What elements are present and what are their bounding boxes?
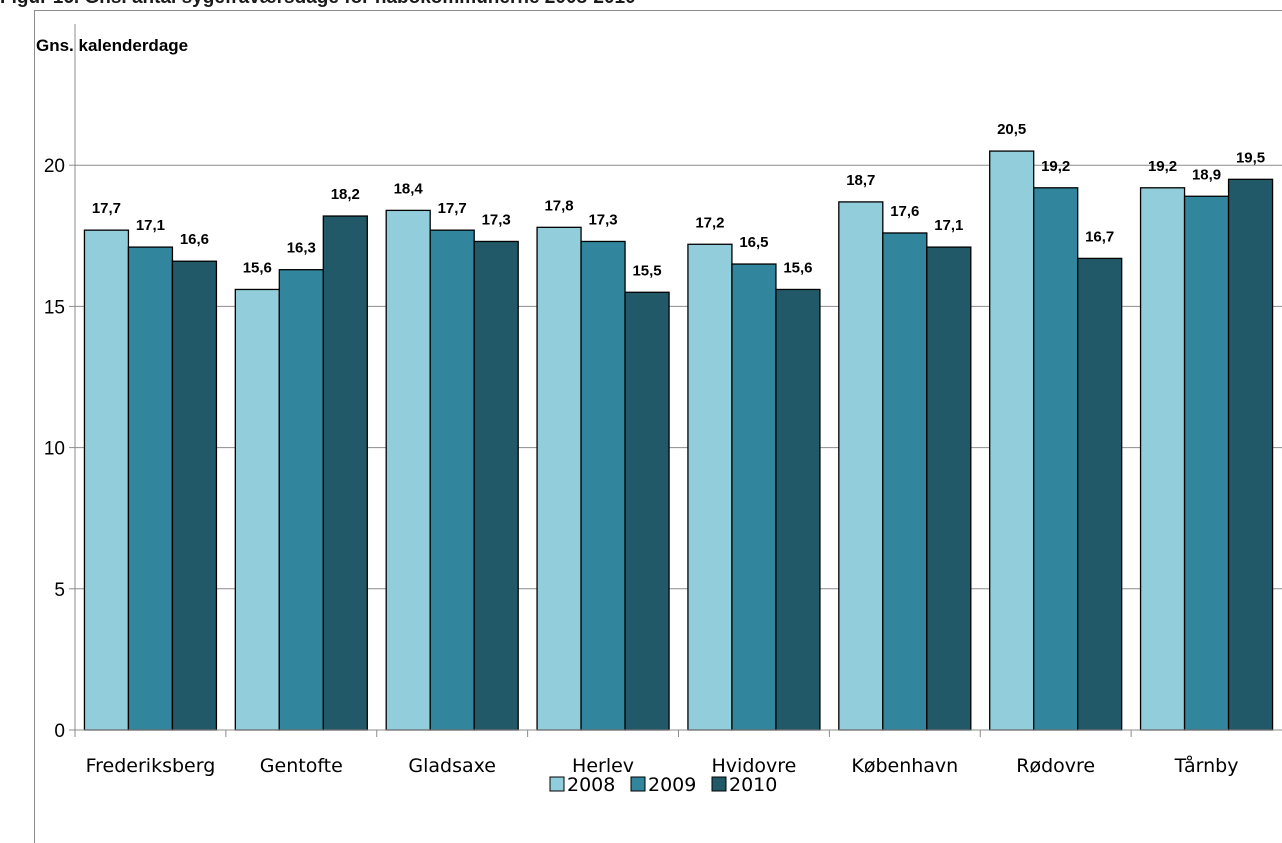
bar-2009-2 <box>429 229 475 731</box>
data-label: 17,2 <box>695 214 724 231</box>
bar-2009-0 <box>127 246 174 731</box>
bar-2008-0 <box>83 229 130 731</box>
y-tick-label: 5 <box>54 580 65 601</box>
x-tick-label: Gladsaxe <box>408 755 496 777</box>
bar-2009-3 <box>580 240 626 731</box>
data-label: 17,8 <box>544 197 573 214</box>
data-label: 17,7 <box>438 200 467 217</box>
bar-2010-6 <box>1077 257 1123 731</box>
legend-label-2009: 2009 <box>648 774 696 796</box>
x-tick-labels: Frederiksberg Gentofte Gladsaxe Herlev Hvido… <box>86 754 1239 777</box>
y-tick-label: 20 <box>44 156 65 177</box>
legend-swatch-2009 <box>630 776 646 792</box>
data-label: 19,5 <box>1236 149 1265 166</box>
x-tick-label: Tårnby <box>1174 754 1239 777</box>
data-label: 15,5 <box>632 262 661 279</box>
data-label: 17,7 <box>92 200 121 217</box>
x-tick-label: Hvidovre <box>712 755 797 777</box>
data-label: 15,6 <box>243 259 272 276</box>
bar-2008-4 <box>687 243 733 731</box>
legend-label-2008: 2008 <box>567 774 615 796</box>
bar-2008-5 <box>838 201 884 731</box>
bar-2010-1 <box>322 215 368 731</box>
bar-2008-7 <box>1139 187 1186 731</box>
data-label: 19,2 <box>1148 158 1177 175</box>
data-label: 19,2 <box>1041 158 1070 175</box>
y-tick-label: 0 <box>54 721 65 742</box>
chart-frame-top-border <box>34 10 1282 11</box>
bar-2010-4 <box>775 288 821 731</box>
legend-label-2010: 2010 <box>729 774 777 796</box>
chart-frame-left-border <box>34 10 35 843</box>
data-label: 18,2 <box>331 186 360 203</box>
axes-group <box>74 24 1282 737</box>
bar-2010-7 <box>1227 178 1274 731</box>
bar-2009-1 <box>278 269 324 731</box>
y-axis-title: Gns. kalenderdage <box>36 36 188 55</box>
data-label: 18,9 <box>1192 166 1221 183</box>
bar-2010-2 <box>473 240 519 731</box>
y-tick-label: 10 <box>44 439 65 460</box>
x-tick-label: Frederiksberg <box>86 755 216 777</box>
bar-2010-3 <box>624 291 670 731</box>
bar-2008-6 <box>989 150 1035 731</box>
bar-2008-1 <box>234 288 280 731</box>
x-tick-label: Gentofte <box>260 755 343 777</box>
data-label: 20,5 <box>997 121 1026 138</box>
data-labels-group: 17,7 17,1 16,6 15,6 16,3 18,2 18,4 17,7 17,3 17,8… <box>92 121 1265 279</box>
bar-2009-4 <box>731 263 777 731</box>
x-tick-label: København <box>851 755 958 777</box>
data-label: 16,6 <box>180 231 209 248</box>
data-label: 17,3 <box>588 211 617 228</box>
legend: 2008 2009 2010 <box>549 774 777 796</box>
y-tick-labels: 0 5 10 15 20 <box>44 156 65 742</box>
bar-2008-2 <box>385 209 431 731</box>
data-label: 18,7 <box>846 172 875 189</box>
data-label: 17,6 <box>890 203 919 220</box>
figure-title: Figur 16. Gns. antal sygefraværsdage for… <box>0 0 1282 11</box>
bar-2008-3 <box>536 226 582 731</box>
y-tick-label: 15 <box>44 297 65 318</box>
data-label: 17,1 <box>934 217 963 234</box>
data-label: 17,3 <box>482 211 511 228</box>
bar-2009-5 <box>882 232 928 731</box>
x-tick-label: Rødovre <box>1016 755 1095 777</box>
x-tick-label: Herlev <box>572 755 634 777</box>
bar-2009-6 <box>1033 187 1079 731</box>
data-label: 16,5 <box>739 234 768 251</box>
data-label: 17,1 <box>136 217 165 234</box>
bar-2010-0 <box>171 260 218 731</box>
data-label: 16,3 <box>287 240 316 257</box>
legend-swatch-2010 <box>711 776 727 792</box>
bar-2010-5 <box>926 246 972 731</box>
data-label: 16,7 <box>1085 228 1114 245</box>
data-label: 15,6 <box>783 259 812 276</box>
data-label: 18,4 <box>394 180 424 197</box>
bar-2009-7 <box>1183 195 1230 731</box>
legend-swatch-2008 <box>549 776 565 792</box>
